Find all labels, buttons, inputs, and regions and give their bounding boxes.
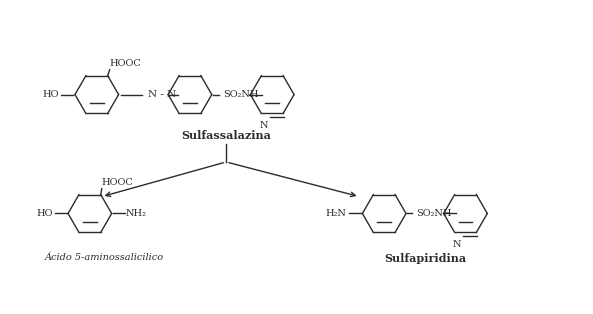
Text: HOOC: HOOC xyxy=(110,59,141,68)
Text: HO: HO xyxy=(43,90,59,99)
Text: Sulfassalazina: Sulfassalazina xyxy=(181,130,271,141)
Text: N: N xyxy=(259,121,267,130)
Text: N - N: N - N xyxy=(148,90,177,99)
Text: Sulfapiridina: Sulfapiridina xyxy=(384,253,466,264)
Text: HOOC: HOOC xyxy=(102,178,133,187)
Text: NH₂: NH₂ xyxy=(126,209,146,218)
Text: HO: HO xyxy=(37,209,53,218)
Text: Ácido 5-aminossalicilico: Ácido 5-aminossalicilico xyxy=(45,253,164,262)
Text: SO₂NH: SO₂NH xyxy=(222,90,258,99)
Text: SO₂NH: SO₂NH xyxy=(416,209,451,218)
Text: H₂N: H₂N xyxy=(326,209,346,218)
Text: N: N xyxy=(452,240,461,249)
